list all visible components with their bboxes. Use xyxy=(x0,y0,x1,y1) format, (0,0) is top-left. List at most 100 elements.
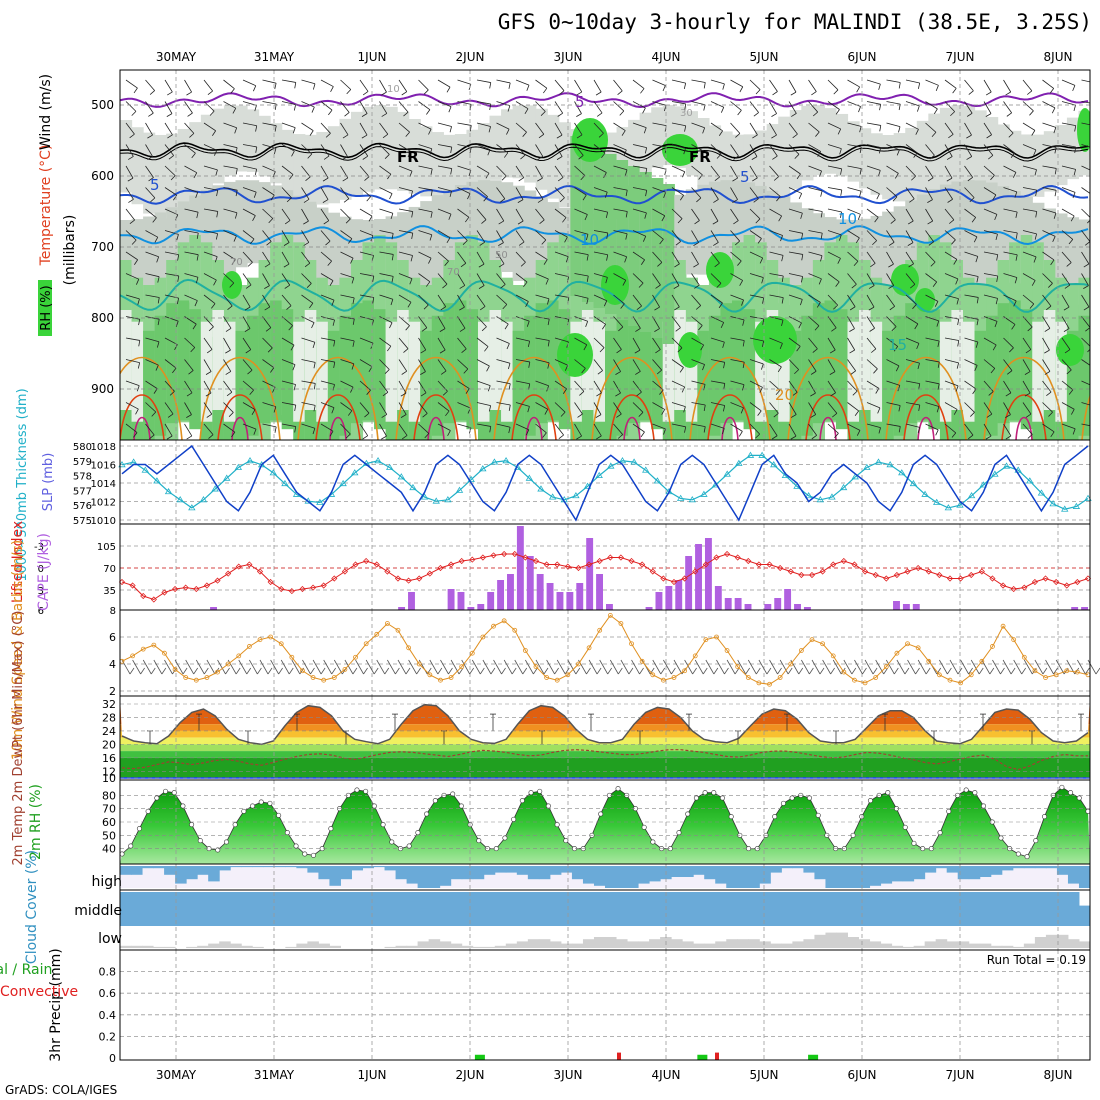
thickness-point xyxy=(653,477,662,484)
cloud-high-bar xyxy=(351,866,363,871)
cloud-low-bar xyxy=(307,941,319,948)
wind-barb-flag xyxy=(662,85,666,92)
wind-barb-flag xyxy=(540,111,546,116)
cloud-high-bar xyxy=(968,866,981,880)
wind-barb xyxy=(905,251,914,264)
wind-barb xyxy=(203,273,217,281)
cloud-high-bar xyxy=(946,866,959,873)
rh-point xyxy=(545,803,551,809)
wind-barb xyxy=(408,659,417,675)
wind-barb-flag xyxy=(595,414,602,418)
cape-bar xyxy=(764,604,772,610)
wind-barb-flag xyxy=(930,261,936,267)
wind-barb-flag xyxy=(978,667,984,675)
wind-barb-flag xyxy=(762,297,765,304)
wind-barb-flag xyxy=(420,371,426,375)
wind-barbs xyxy=(125,79,1090,440)
wind-barb xyxy=(1061,337,1071,350)
wind-barb xyxy=(535,79,548,89)
wind-barb xyxy=(535,187,544,200)
wind-barb-flag xyxy=(677,218,683,224)
wind-barb-flag xyxy=(187,112,193,117)
rh-point xyxy=(911,840,917,846)
wind-barb xyxy=(710,273,722,284)
wind-barb-flag xyxy=(732,199,738,203)
wind-barb xyxy=(749,337,764,342)
rh-cell xyxy=(212,185,225,283)
wind-barb xyxy=(281,101,296,106)
cloud-low-bar xyxy=(549,941,562,948)
wind-barb-flag xyxy=(909,284,916,289)
wind-barb xyxy=(398,423,408,436)
wind-barb xyxy=(203,79,213,92)
cloud-low-bar xyxy=(571,943,584,948)
rh-cell xyxy=(524,105,537,183)
wind-barb-flag xyxy=(698,325,703,331)
wind-barb xyxy=(242,144,257,148)
li-point xyxy=(522,554,529,561)
wind-barb xyxy=(535,359,550,364)
wind-barb xyxy=(515,79,530,86)
wind-barb xyxy=(652,273,661,286)
cloud-middle-bar xyxy=(219,892,231,926)
cloud-low-bar xyxy=(252,946,264,948)
wind-barb-flag xyxy=(584,214,588,221)
cloud-low-bar xyxy=(516,941,529,948)
rh-cell xyxy=(339,315,352,436)
wind-barb-flag xyxy=(348,410,353,416)
wind-barb xyxy=(1003,359,1013,371)
wind-barb xyxy=(262,273,270,286)
wind-barb-flag xyxy=(172,367,177,374)
thickness-point xyxy=(874,458,883,465)
wind-barb-flag xyxy=(660,667,666,675)
wind-barb xyxy=(808,187,823,192)
wind-barb-flag xyxy=(1074,146,1077,153)
rh-cell xyxy=(1078,315,1090,436)
wind-barb xyxy=(359,337,374,344)
wind-barb xyxy=(184,122,195,134)
wind-barb xyxy=(749,273,764,278)
wind-barb xyxy=(184,79,192,93)
wind-barb-flag xyxy=(266,241,272,246)
wind-barb-flag xyxy=(644,147,648,154)
wind-barb xyxy=(418,423,430,434)
wind-barb-flag xyxy=(732,177,738,182)
wind-barb xyxy=(673,659,683,675)
cloud-high-bar xyxy=(957,866,970,880)
rh-cell xyxy=(120,120,133,193)
contour-25 xyxy=(413,394,459,440)
wind-barb xyxy=(574,294,589,299)
wind-barb-flag xyxy=(167,413,174,418)
wind-barb-flag xyxy=(576,91,583,96)
wind-barb-flag xyxy=(176,234,179,241)
wind-barb-flag xyxy=(244,328,251,332)
wind-barb xyxy=(262,230,272,242)
wind-speed-point xyxy=(862,680,868,686)
wind-barb xyxy=(398,402,407,415)
wind-barb xyxy=(262,251,271,265)
wind-barb xyxy=(359,187,371,197)
wind-barb-flag xyxy=(643,127,647,134)
rh-cell xyxy=(778,116,791,199)
rh-point xyxy=(563,838,569,844)
wind-speed-point xyxy=(777,675,783,680)
wind-barb xyxy=(223,187,238,191)
wind-barb xyxy=(379,337,392,347)
wind-barb-flag xyxy=(352,340,355,347)
contour-25 xyxy=(903,394,949,440)
cloud-low-bar xyxy=(627,941,639,948)
wind-barb xyxy=(905,165,916,177)
wind-barb-flag xyxy=(214,256,218,263)
wind-barb-flag xyxy=(794,154,800,159)
wind-barb-flag xyxy=(693,263,699,268)
thickness-tick-label: 577 xyxy=(73,486,92,497)
wind-barb xyxy=(801,659,810,675)
wind-barb xyxy=(164,79,173,93)
wind-barb-flag xyxy=(1063,306,1070,311)
wind-barb xyxy=(398,251,413,256)
wind-barb-flag xyxy=(585,321,589,328)
rh-point xyxy=(1076,795,1082,801)
wind-barb-flag xyxy=(596,667,602,675)
wind-barb xyxy=(613,230,628,235)
wind-barb xyxy=(1042,79,1054,89)
